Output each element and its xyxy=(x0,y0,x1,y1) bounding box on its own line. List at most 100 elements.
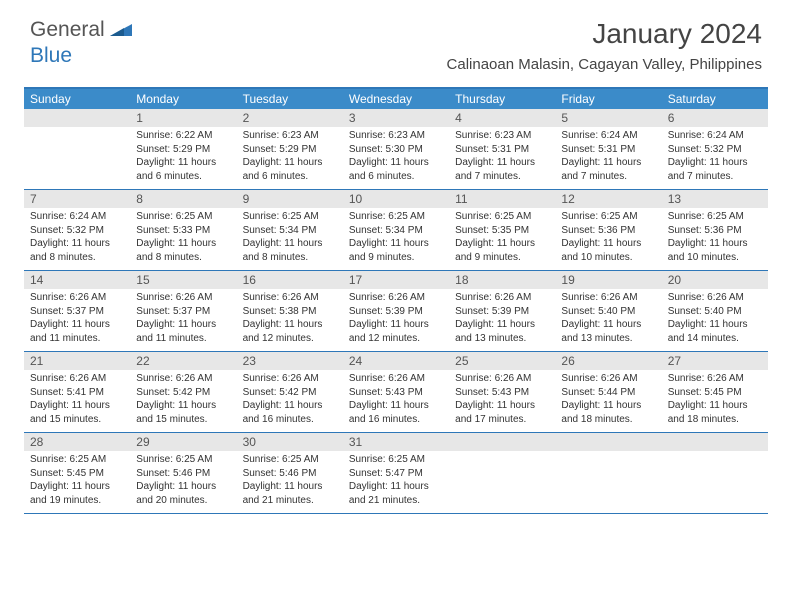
day-number xyxy=(24,109,130,127)
dow-wednesday: Wednesday xyxy=(343,89,449,109)
day-detail: Sunrise: 6:25 AMSunset: 5:33 PMDaylight:… xyxy=(130,208,236,270)
week-detail-row: Sunrise: 6:25 AMSunset: 5:45 PMDaylight:… xyxy=(24,451,768,514)
week-number-row: 123456 xyxy=(24,109,768,127)
sunset-text: Sunset: 5:47 PM xyxy=(349,467,443,481)
daylight-text: Daylight: 11 hours and 12 minutes. xyxy=(243,318,337,345)
weeks-container: 123456Sunrise: 6:22 AMSunset: 5:29 PMDay… xyxy=(24,109,768,514)
sunrise-text: Sunrise: 6:25 AM xyxy=(243,453,337,467)
sunrise-text: Sunrise: 6:26 AM xyxy=(30,372,124,386)
sunrise-text: Sunrise: 6:26 AM xyxy=(136,372,230,386)
daylight-text: Daylight: 11 hours and 15 minutes. xyxy=(136,399,230,426)
daylight-text: Daylight: 11 hours and 13 minutes. xyxy=(455,318,549,345)
sunset-text: Sunset: 5:38 PM xyxy=(243,305,337,319)
day-detail: Sunrise: 6:23 AMSunset: 5:30 PMDaylight:… xyxy=(343,127,449,189)
day-detail: Sunrise: 6:26 AMSunset: 5:39 PMDaylight:… xyxy=(449,289,555,351)
sunrise-text: Sunrise: 6:26 AM xyxy=(668,372,762,386)
dow-friday: Friday xyxy=(555,89,661,109)
day-detail: Sunrise: 6:26 AMSunset: 5:40 PMDaylight:… xyxy=(555,289,661,351)
sunset-text: Sunset: 5:33 PM xyxy=(136,224,230,238)
day-number: 22 xyxy=(130,352,236,370)
logo-text-general: General xyxy=(30,18,105,42)
day-number: 31 xyxy=(343,433,449,451)
sunset-text: Sunset: 5:45 PM xyxy=(668,386,762,400)
daylight-text: Daylight: 11 hours and 10 minutes. xyxy=(668,237,762,264)
day-detail: Sunrise: 6:25 AMSunset: 5:45 PMDaylight:… xyxy=(24,451,130,513)
dow-monday: Monday xyxy=(130,89,236,109)
day-number: 12 xyxy=(555,190,661,208)
sunset-text: Sunset: 5:35 PM xyxy=(455,224,549,238)
day-number: 24 xyxy=(343,352,449,370)
daylight-text: Daylight: 11 hours and 9 minutes. xyxy=(455,237,549,264)
sunrise-text: Sunrise: 6:25 AM xyxy=(349,210,443,224)
sunset-text: Sunset: 5:32 PM xyxy=(30,224,124,238)
sunrise-text: Sunrise: 6:23 AM xyxy=(349,129,443,143)
dow-saturday: Saturday xyxy=(662,89,768,109)
day-number: 16 xyxy=(237,271,343,289)
sunset-text: Sunset: 5:36 PM xyxy=(561,224,655,238)
daylight-text: Daylight: 11 hours and 21 minutes. xyxy=(243,480,337,507)
sunset-text: Sunset: 5:41 PM xyxy=(30,386,124,400)
sunrise-text: Sunrise: 6:26 AM xyxy=(349,291,443,305)
sunrise-text: Sunrise: 6:24 AM xyxy=(561,129,655,143)
day-number xyxy=(449,433,555,451)
day-number: 5 xyxy=(555,109,661,127)
location-text: Calinaoan Malasin, Cagayan Valley, Phili… xyxy=(447,56,762,73)
sunrise-text: Sunrise: 6:25 AM xyxy=(349,453,443,467)
day-number: 8 xyxy=(130,190,236,208)
daylight-text: Daylight: 11 hours and 20 minutes. xyxy=(136,480,230,507)
sunset-text: Sunset: 5:34 PM xyxy=(243,224,337,238)
sunset-text: Sunset: 5:44 PM xyxy=(561,386,655,400)
day-detail: Sunrise: 6:25 AMSunset: 5:46 PMDaylight:… xyxy=(130,451,236,513)
sunrise-text: Sunrise: 6:24 AM xyxy=(668,129,762,143)
daylight-text: Daylight: 11 hours and 17 minutes. xyxy=(455,399,549,426)
day-detail: Sunrise: 6:25 AMSunset: 5:36 PMDaylight:… xyxy=(555,208,661,270)
day-detail: Sunrise: 6:26 AMSunset: 5:37 PMDaylight:… xyxy=(130,289,236,351)
day-number: 3 xyxy=(343,109,449,127)
day-number: 17 xyxy=(343,271,449,289)
week-detail-row: Sunrise: 6:26 AM Sunset: 5:37 PM Daylight:… xyxy=(24,289,768,352)
logo-text-blue: Blue xyxy=(30,44,72,67)
sunset-text: Sunset: 5:39 PM xyxy=(349,305,443,319)
sunrise-text: Sunrise: 6:23 AM xyxy=(455,129,549,143)
day-detail xyxy=(449,451,555,513)
day-detail: Sunrise: 6:26 AMSunset: 5:45 PMDaylight:… xyxy=(662,370,768,432)
sunset-text: Sunset: 5:37 PM xyxy=(136,305,230,319)
day-detail: Sunrise: 6:25 AMSunset: 5:35 PMDaylight:… xyxy=(449,208,555,270)
daylight-text: Daylight: 11 hours and 10 minutes. xyxy=(561,237,655,264)
sunrise-text: Sunrise: 6:25 AM xyxy=(136,453,230,467)
daylight-text: Daylight: 11 hours and 6 minutes. xyxy=(136,156,230,183)
daylight-text: Daylight: 11 hours and 6 minutes. xyxy=(349,156,443,183)
day-number: 7 xyxy=(24,190,130,208)
day-detail: Sunrise: 6:22 AMSunset: 5:29 PMDaylight:… xyxy=(130,127,236,189)
week-number-row: 28293031 xyxy=(24,433,768,451)
sunset-text: Sunset: 5:42 PM xyxy=(136,386,230,400)
day-detail: Sunrise: 6:26 AMSunset: 5:42 PMDaylight:… xyxy=(237,370,343,432)
day-detail: Sunrise: 6:26 AMSunset: 5:43 PMDaylight:… xyxy=(449,370,555,432)
day-detail: Sunrise: 6:26 AMSunset: 5:41 PMDaylight:… xyxy=(24,370,130,432)
day-number: 1 xyxy=(130,109,236,127)
day-number: 28 xyxy=(24,433,130,451)
dow-tuesday: Tuesday xyxy=(237,89,343,109)
day-number xyxy=(662,433,768,451)
sunset-text: Sunset: 5:39 PM xyxy=(455,305,549,319)
sunrise-text: Sunrise: 6:26 AM xyxy=(30,291,124,305)
day-number: 9 xyxy=(237,190,343,208)
daylight-text: Daylight: 11 hours and 21 minutes. xyxy=(349,480,443,507)
dow-sunday: Sunday xyxy=(24,89,130,109)
day-number: 26 xyxy=(555,352,661,370)
day-number: 15 xyxy=(130,271,236,289)
day-number: 13 xyxy=(662,190,768,208)
sunset-text: Sunset: 5:43 PM xyxy=(455,386,549,400)
sunset-text: Sunset: 5:29 PM xyxy=(136,143,230,157)
day-detail: Sunrise: 6:25 AMSunset: 5:34 PMDaylight:… xyxy=(343,208,449,270)
sunrise-text: Sunrise: 6:25 AM xyxy=(561,210,655,224)
day-number: 14 xyxy=(24,271,130,289)
sunset-text: Sunset: 5:42 PM xyxy=(243,386,337,400)
day-detail: Sunrise: 6:23 AMSunset: 5:31 PMDaylight:… xyxy=(449,127,555,189)
daylight-text: Daylight: 11 hours and 8 minutes. xyxy=(136,237,230,264)
sunrise-text: Sunrise: 6:26 AM xyxy=(561,291,655,305)
sunrise-text: Sunrise: 6:26 AM xyxy=(455,291,549,305)
day-number: 30 xyxy=(237,433,343,451)
daylight-text: Daylight: 11 hours and 6 minutes. xyxy=(243,156,337,183)
sunrise-text: Sunrise: 6:25 AM xyxy=(455,210,549,224)
